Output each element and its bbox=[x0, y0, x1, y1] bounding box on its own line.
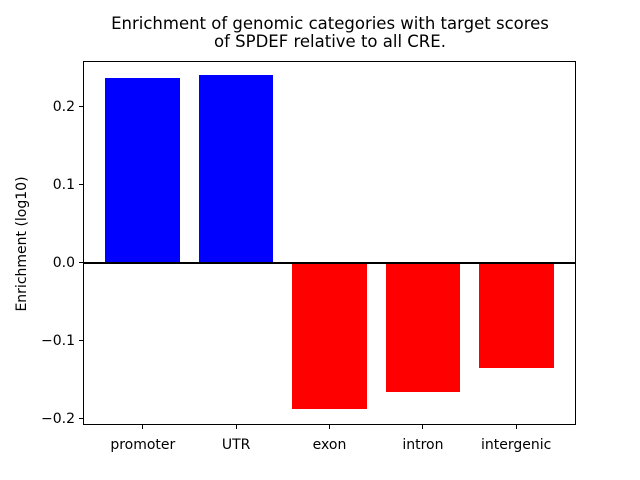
bar-intergenic bbox=[478, 262, 554, 368]
chart-title-line2: of SPDEF relative to all CRE. bbox=[214, 31, 446, 51]
zero-line bbox=[84, 261, 575, 264]
y-tick-label: 0.0 bbox=[52, 254, 75, 271]
x-tick bbox=[235, 425, 237, 429]
bar-promoter bbox=[105, 78, 181, 263]
x-tick bbox=[329, 425, 330, 429]
chart-title-line1: Enrichment of genomic categories with ta… bbox=[111, 14, 549, 33]
x-tick-label-promoter: promoter bbox=[110, 437, 176, 453]
bar-intron bbox=[385, 262, 461, 392]
x-tick-label-intron: intron bbox=[402, 437, 444, 453]
y-tick-label: 0.2 bbox=[52, 98, 75, 115]
bar-UTR bbox=[198, 74, 274, 263]
x-tick bbox=[422, 425, 424, 429]
bar-exon bbox=[292, 262, 367, 410]
y-tick bbox=[79, 106, 83, 107]
chart-title: Enrichment of genomic categories with ta… bbox=[30, 15, 630, 50]
y-tick-label: 0.1 bbox=[52, 176, 75, 193]
x-tick bbox=[515, 425, 517, 429]
x-tick-label-UTR: UTR bbox=[221, 437, 251, 453]
x-tick-label-intergenic: intergenic bbox=[481, 437, 552, 453]
y-tick-label: −0.1 bbox=[41, 332, 75, 349]
y-tick-label: −0.2 bbox=[41, 410, 75, 427]
y-tick bbox=[79, 418, 83, 419]
x-tick-label-exon: exon bbox=[312, 437, 347, 453]
x-tick bbox=[142, 425, 144, 429]
y-tick bbox=[79, 340, 83, 341]
y-tick bbox=[79, 262, 83, 263]
y-tick bbox=[79, 184, 83, 185]
